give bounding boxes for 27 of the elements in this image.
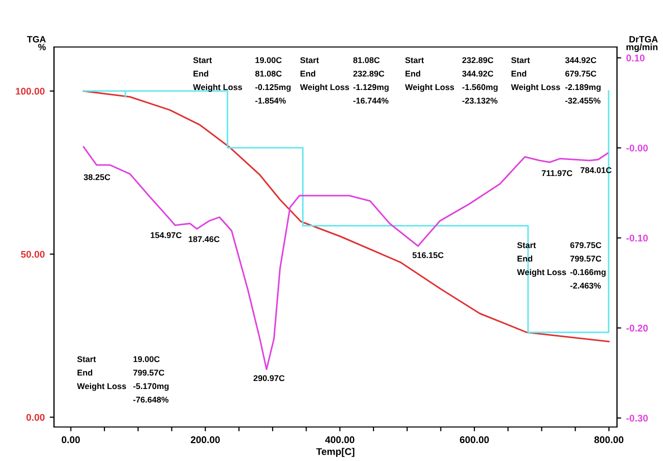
y2-axis-title: DrTGA mg/min (626, 36, 658, 52)
y2-tick-label: -0.30 (626, 414, 648, 422)
x-tick-label: 0.00 (62, 436, 80, 444)
x-axis-title: Temp[C] (316, 448, 354, 457)
y2-tick-label: -0.10 (626, 234, 648, 242)
y-axis-title: TGA % (27, 36, 46, 50)
annotation: 154.97C (150, 232, 182, 238)
annotation: 187.46C (188, 236, 220, 242)
y-tick-label: 50.00 (20, 250, 45, 258)
y-tick-label: 0.00 (26, 414, 45, 421)
y2-tick-label: 0.10 (626, 54, 645, 62)
annotation: 38.25C (84, 174, 110, 180)
annotation: 290.97C (254, 375, 285, 382)
text: Start 81.08C End 232.89C Weight Loss -1.129mg -16.744% (300, 57, 389, 104)
x-tick-label: 200.00 (190, 436, 220, 444)
x-tick-label: 400.00 (325, 436, 354, 444)
text: Start 232.89C End 344.92C Weight Loss -1.560mg -23.132% (405, 57, 498, 104)
y2-tick-label: -0.20 (626, 324, 648, 332)
text: Start 344.92C End 679.75C Weight Loss -2.189mg -32.455% (511, 57, 601, 104)
annotation: 711.97C (542, 170, 572, 176)
x-tick-label: 600.00 (460, 436, 489, 444)
y-tick-label: 100.00 (16, 88, 45, 95)
y2-tick-label: -0.00 (626, 144, 648, 152)
x-tick-label: 800.00 (594, 436, 624, 444)
annotation: 516.15C (412, 252, 444, 258)
text: Start 19.00C End 81.08C Weight Loss -0.125mg -1.854% (193, 57, 291, 104)
text: Start 19.00C End 799.57C Weight Loss -5.170mg -76.648% (77, 356, 169, 403)
